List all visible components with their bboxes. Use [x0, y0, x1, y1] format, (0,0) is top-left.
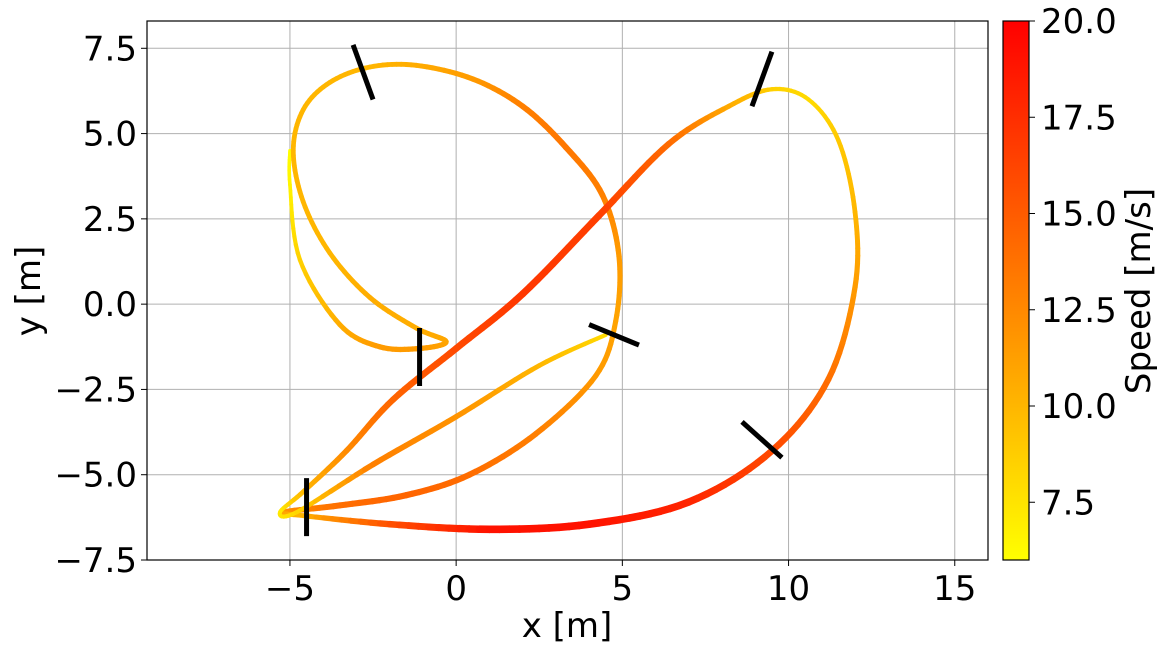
- trajectory-segment: [599, 332, 608, 339]
- colorbar-gradient: [1003, 21, 1029, 560]
- x-axis-ticks: −5 0 5 10 15: [265, 560, 976, 609]
- x-axis-label: x [m]: [522, 606, 613, 646]
- gate-marker: [749, 50, 775, 108]
- gates: [304, 44, 784, 537]
- y-tick-label: 0.0: [83, 285, 137, 325]
- plot-area: [146, 20, 989, 561]
- gate-marker: [350, 44, 376, 101]
- colorbar-ticks: 7.5 10.0 12.5 15.0 17.5 20.0: [1029, 2, 1117, 523]
- x-tick-label: 5: [612, 569, 634, 609]
- y-axis-label: y [m]: [9, 246, 49, 337]
- x-tick-label: 10: [767, 569, 810, 609]
- trajectory-line: [277, 61, 861, 534]
- gate-marker: [588, 322, 640, 348]
- y-tick-label: −5.0: [54, 456, 137, 496]
- gate-marker: [740, 419, 784, 460]
- y-tick-label: −2.5: [54, 370, 137, 410]
- y-tick-label: 5.0: [83, 115, 137, 155]
- colorbar-label: Speed [m/s]: [1119, 188, 1159, 394]
- colorbar: 7.5 10.0 12.5 15.0 17.5 20.0 Speed [m/s]: [1002, 2, 1159, 561]
- y-tick-label: 7.5: [83, 29, 137, 69]
- colorbar-tick-label: 10.0: [1041, 387, 1117, 427]
- colorbar-tick-label: 12.5: [1041, 291, 1117, 331]
- x-tick-label: 15: [933, 569, 976, 609]
- x-tick-label: 0: [445, 569, 467, 609]
- plot-background: [147, 21, 988, 560]
- y-tick-label: −7.5: [54, 541, 137, 581]
- y-axis-ticks: −7.5 −5.0 −2.5 0.0 2.5 5.0 7.5: [54, 29, 147, 581]
- colorbar-frame: [1002, 20, 1030, 561]
- x-tick-label: −5: [265, 569, 315, 609]
- colorbar-tick-label: 20.0: [1041, 2, 1117, 42]
- colorbar-tick-label: 7.5: [1041, 483, 1095, 523]
- y-tick-label: 2.5: [83, 200, 137, 240]
- plot-frame: [146, 20, 989, 561]
- colorbar-tick-label: 15.0: [1041, 195, 1117, 235]
- colorbar-tick-label: 17.5: [1041, 98, 1117, 138]
